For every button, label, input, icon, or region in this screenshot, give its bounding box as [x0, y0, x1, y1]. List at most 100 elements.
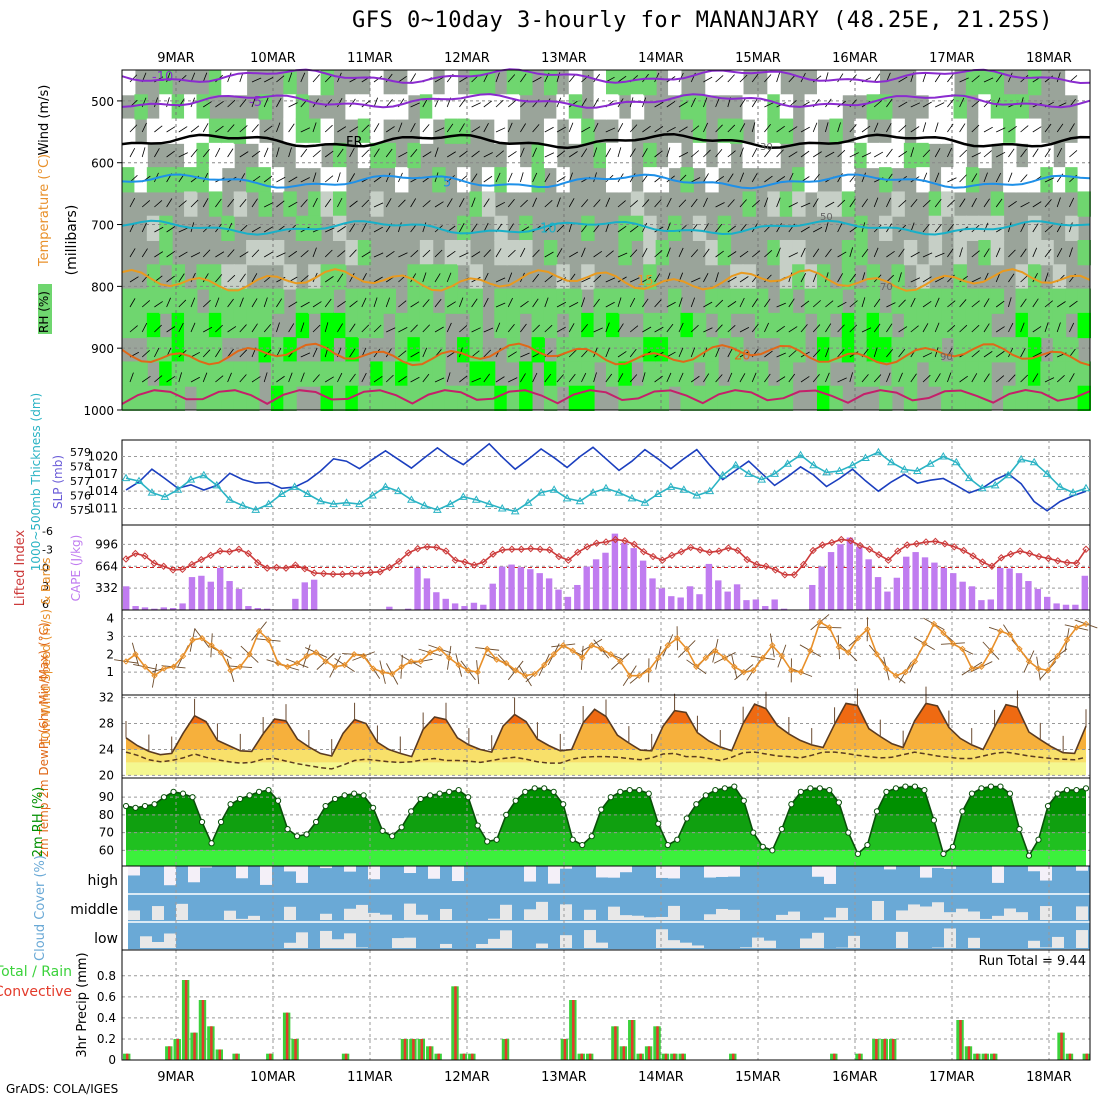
cape-bar: [461, 606, 468, 610]
rh-cell: [593, 70, 607, 96]
upper-wind-barb: [666, 351, 676, 358]
rh-tick-label: 80: [99, 808, 114, 822]
thickness-point: [744, 469, 754, 477]
rh-cell: [630, 215, 645, 241]
rh-cell: [457, 240, 471, 266]
upper-wind-barb: [202, 299, 211, 308]
rh-cell: [953, 94, 967, 120]
rh-cell: [1077, 240, 1091, 266]
rh-cell: [816, 312, 831, 339]
cloud-cell: [908, 904, 920, 920]
li-tick-label: -6: [42, 525, 53, 538]
cloud-cell: [236, 866, 248, 879]
rh-cell: [767, 385, 781, 411]
rh-cell: [1015, 94, 1029, 120]
upper-wind-barb: [215, 274, 223, 283]
upper-wind-barb: [520, 323, 527, 333]
upper-wind-barb: [703, 272, 709, 283]
upper-wind-barb: [495, 127, 506, 133]
rh-cell: [184, 94, 198, 120]
upper-wind-barb: [471, 173, 478, 183]
upper-wind-barb: [642, 148, 648, 158]
upper-wind-barb: [434, 201, 444, 208]
thickness-point: [484, 499, 494, 508]
upper-wind-barb: [715, 324, 723, 333]
rh-cell: [419, 312, 434, 339]
upper-wind-barb: [556, 301, 567, 308]
upper-wind-barb: [288, 372, 293, 383]
upper-wind-barb: [373, 202, 384, 208]
upper-wind-barb: [288, 176, 298, 183]
rh-cell: [730, 385, 744, 411]
rh-cell: [779, 337, 794, 363]
date-label-bottom: 9MAR: [157, 1070, 194, 1085]
upper-wind-barb: [507, 323, 515, 333]
upper-wind-barb: [995, 326, 1005, 333]
upper-wind-barb: [996, 127, 1006, 133]
rh-cell: [779, 240, 794, 266]
cape-bar: [968, 586, 976, 610]
upper-wind-barb: [739, 351, 749, 358]
rh-cell: [1077, 191, 1091, 217]
cloud-cell: [932, 902, 944, 920]
rh-cell: [184, 361, 198, 387]
upper-wind-barb: [422, 373, 430, 383]
lifted-index-point: [1063, 558, 1071, 567]
upper-wind-barb: [617, 147, 622, 158]
precip-convective-bar: [622, 1046, 626, 1060]
rh-cell: [606, 312, 620, 339]
rh-cell: [221, 288, 235, 314]
upper-wind-barb: [593, 172, 597, 183]
rh-point: [845, 829, 852, 836]
wind-speed-point: [959, 645, 966, 653]
upper-wind-barb: [349, 147, 355, 158]
rh-cell: [258, 337, 272, 363]
rh-point: [465, 794, 472, 801]
upper-wind-barb: [922, 122, 927, 133]
upper-wind-barb: [776, 72, 781, 83]
rh-cell: [816, 191, 831, 217]
rh-point: [246, 792, 253, 799]
slp-line: [125, 442, 1087, 512]
precip-convective-bar: [891, 1038, 895, 1060]
upper-wind-barb: [861, 198, 869, 208]
cloud-axis-label: Cloud Cover (%): [33, 855, 48, 961]
rh-cell: [630, 288, 645, 314]
rh-contour-label: 90: [940, 352, 953, 363]
upper-wind-barb: [141, 122, 147, 133]
rh-cell: [419, 385, 434, 411]
upper-wind-barb: [520, 373, 526, 383]
cape-bar: [1015, 573, 1023, 610]
upper-wind-barb: [178, 251, 188, 258]
precip-convective-bar: [125, 1053, 129, 1060]
rh-point: [541, 785, 548, 792]
wind-speed-point: [217, 649, 225, 656]
precip-ylabel: 3hr Precip (mm): [75, 952, 90, 1057]
upper-wind-barb: [154, 324, 162, 333]
upper-wind-barb: [922, 374, 931, 383]
upper-wind-barb: [983, 172, 988, 183]
upper-wind-barb: [825, 201, 835, 208]
wind-speed-point: [731, 663, 738, 670]
upper-wind-barb: [849, 247, 854, 258]
wind-tick-label: 4: [106, 612, 114, 626]
rh-cell: [618, 337, 632, 363]
lifted-index-point: [743, 555, 751, 564]
cloud-cell: [656, 929, 668, 948]
upper-wind-barb: [141, 322, 148, 333]
cape-bar: [827, 552, 835, 610]
lifted-index-point: [630, 540, 638, 549]
upper-wind-barb: [239, 125, 248, 133]
upper-wind-barb: [568, 349, 577, 358]
upper-wind-barb: [861, 152, 872, 158]
rh-point: [864, 841, 871, 849]
cape-bar: [978, 600, 985, 610]
upper-wind-barb: [666, 323, 674, 333]
rh-point: [255, 788, 263, 795]
rh-cell: [345, 385, 359, 411]
upper-wind-barb: [361, 149, 370, 158]
upper-wind-barb: [1069, 197, 1075, 208]
precip-convective-bar: [403, 1038, 407, 1060]
upper-wind-barb: [898, 76, 908, 83]
upper-wind-barb: [129, 197, 136, 208]
